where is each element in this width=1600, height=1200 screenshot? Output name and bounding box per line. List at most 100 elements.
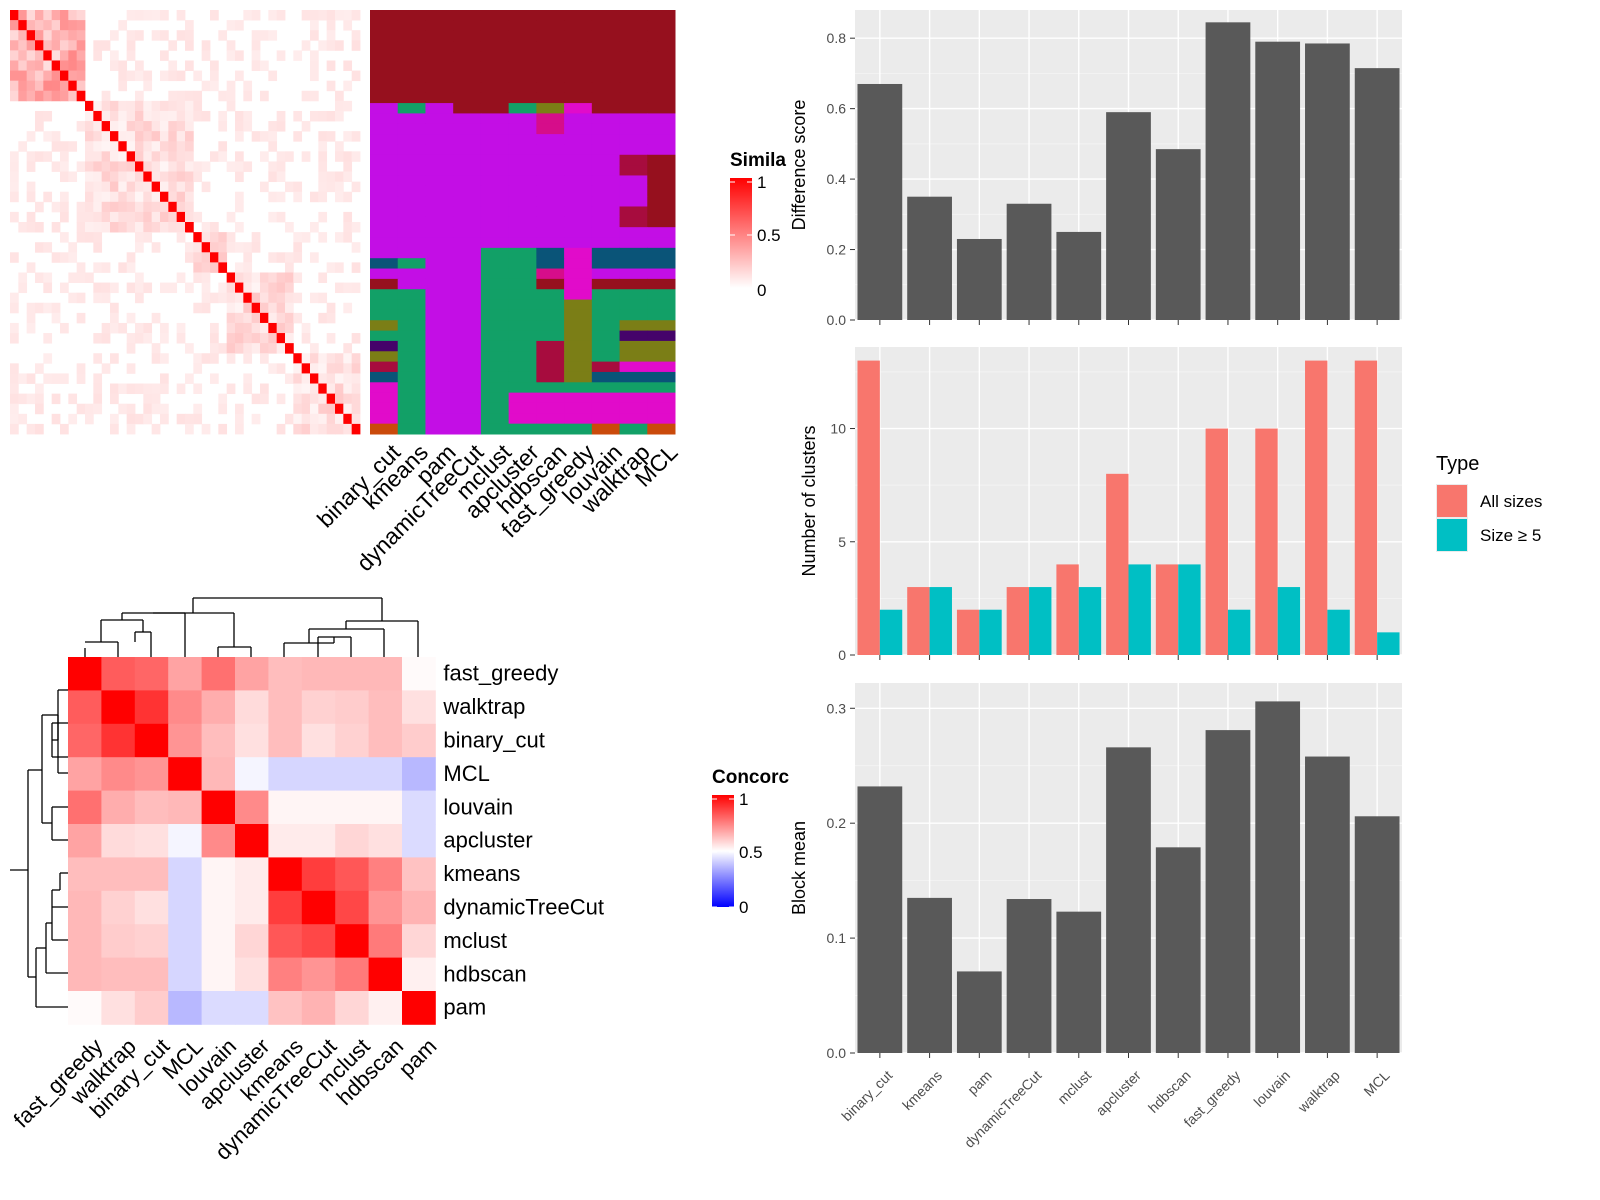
similarity-cell: [318, 403, 328, 415]
assignment-cell: [397, 392, 426, 404]
assignment-cell: [619, 30, 648, 42]
similarity-cell: [160, 151, 169, 162]
concordance-cell: [201, 890, 236, 925]
similarity-cell: [218, 343, 228, 354]
similarity-cell: [318, 232, 328, 243]
assignment-cell: [536, 206, 565, 218]
assignment-cell: [647, 330, 676, 342]
similarity-cell: [160, 322, 169, 334]
similarity-cell: [168, 110, 178, 122]
similarity-cell: [151, 312, 161, 324]
similarity-cell: [276, 312, 286, 324]
assignment-cell: [564, 237, 593, 249]
similarity-cell: [243, 161, 253, 172]
similarity-cell: [243, 80, 253, 92]
similarity-cell: [60, 201, 69, 213]
similarity-cell: [35, 272, 44, 283]
similarity-cell: [293, 423, 303, 435]
concordance-row-label: dynamicTreeCut: [443, 895, 604, 920]
similarity-cell: [18, 10, 28, 21]
similarity-cell: [35, 30, 44, 41]
assignment-cell: [425, 382, 454, 394]
similarity-cell: [26, 222, 36, 233]
assignment-cell: [370, 392, 399, 404]
assignment-cell: [425, 92, 454, 104]
assignment-cell: [508, 320, 537, 332]
similarity-cell: [318, 161, 328, 172]
concordance-cell: [201, 857, 236, 892]
similarity-cell: [276, 423, 286, 435]
similarity-cell: [10, 70, 19, 82]
assignment-cell: [370, 309, 399, 321]
similarity-cell: [93, 222, 103, 233]
similarity-cell: [160, 50, 169, 61]
similarity-cell: [51, 161, 61, 172]
similarity-cell: [251, 60, 261, 71]
similarity-cell: [126, 30, 136, 41]
x-tick-label: louvain: [1250, 1067, 1293, 1110]
similarity-cell: [226, 343, 236, 354]
assignment-cell: [370, 134, 399, 145]
similarity-cell: [151, 353, 161, 364]
similarity-cell: [251, 50, 261, 61]
concordance-cell: [335, 790, 369, 825]
similarity-cell: [251, 272, 261, 283]
similarity-cell: [26, 312, 36, 324]
similarity-cell: [210, 222, 219, 233]
assignment-cell: [453, 30, 482, 42]
similarity-cell: [343, 191, 353, 203]
cluster-assignment-map: [370, 10, 676, 435]
assignment-cell: [480, 392, 510, 404]
similarity-cell: [118, 383, 128, 395]
similarity-cell: [293, 272, 303, 283]
similarity-cell: [351, 363, 361, 374]
similarity-cell: [193, 252, 203, 263]
similarity-cell: [68, 10, 78, 21]
similarity-cell: [343, 161, 353, 172]
concordance-cell: [68, 790, 102, 825]
similarity-cell: [335, 232, 344, 243]
assignment-cell: [591, 268, 621, 280]
similarity-cell: [268, 252, 278, 263]
concordance-cell: [268, 824, 303, 858]
similarity-cell: [235, 302, 244, 314]
concordance-cell: [201, 924, 236, 958]
concordance-cell: [68, 890, 102, 925]
assignment-cell: [453, 165, 482, 176]
assignment-cell: [564, 382, 593, 394]
similarity-cell: [26, 373, 36, 384]
similarity-cell: [343, 403, 353, 415]
similarity-cell: [293, 131, 303, 142]
y-tick-label: 10: [830, 421, 846, 437]
concordance-dendrogram: [10, 597, 419, 1008]
similarity-cell: [10, 373, 19, 384]
similarity-cell: [85, 121, 94, 132]
assignment-cell: [508, 123, 537, 135]
similarity-cell: [18, 141, 28, 152]
similarity-cell: [226, 383, 236, 395]
concordance-cell: [134, 723, 169, 758]
similarity-cell: [160, 100, 169, 112]
assignment-cell: [536, 309, 565, 321]
concordance-cell: [168, 790, 202, 825]
x-tick-label: mclust: [1054, 1067, 1094, 1107]
similarity-cell: [293, 110, 303, 122]
similarity-cell: [176, 201, 186, 213]
assignment-cell: [564, 299, 593, 311]
similarity-cell: [276, 363, 286, 374]
similarity-cell: [293, 373, 303, 384]
similarity-cell: [76, 201, 86, 213]
type-legend-label: All sizes: [1480, 492, 1542, 511]
bar: [956, 971, 1002, 1053]
similarity-cell: [293, 393, 303, 405]
similarity-cell: [168, 171, 178, 183]
similarity-cell: [168, 141, 178, 152]
assignment-cell: [564, 330, 593, 342]
similarity-cell: [118, 121, 128, 132]
similarity-cell: [193, 302, 203, 314]
assignment-cell: [536, 10, 565, 21]
legend-key-swatch: [1437, 519, 1467, 551]
assignment-cell: [536, 361, 565, 373]
similarity-cell: [160, 161, 169, 172]
assignment-cell: [425, 289, 454, 301]
